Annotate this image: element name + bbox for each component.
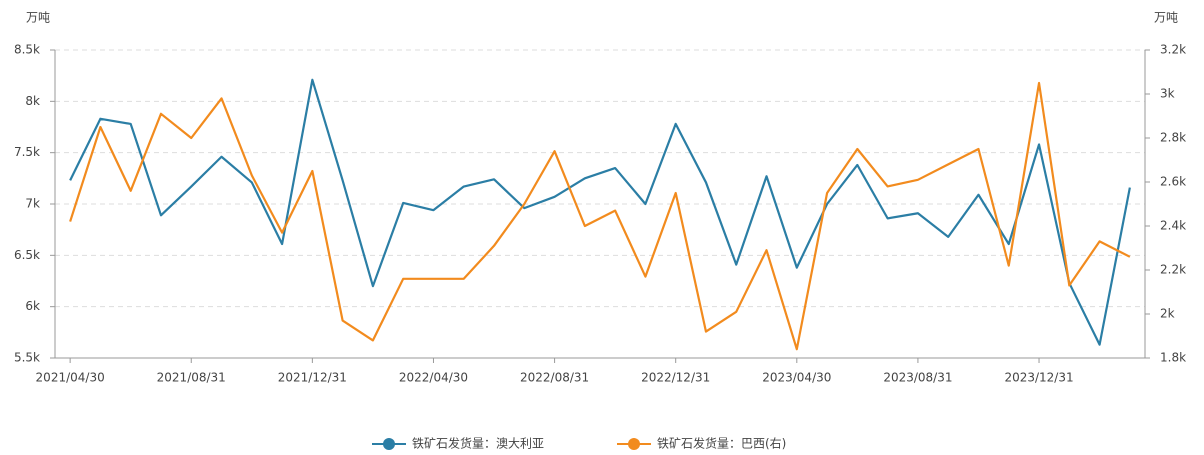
y-tick-label: 5.5k (14, 351, 40, 365)
y-tick-label: 8.5k (14, 43, 40, 57)
legend-marker (628, 438, 640, 450)
x-tick-label: 2023/04/30 (762, 371, 831, 385)
legend-label: 铁矿石发货量：澳大利亚 (412, 436, 544, 451)
series-line (69, 78, 1131, 346)
y2-unit: 万吨 (1154, 11, 1178, 25)
legend-marker (383, 438, 395, 450)
legend-label: 铁矿石发货量：巴西(右) (657, 436, 786, 451)
x-tick-label: 2022/04/30 (399, 371, 468, 385)
x-tick-label: 2021/04/30 (36, 371, 105, 385)
y2-tick-label: 1.8k (1160, 351, 1186, 365)
y-tick-label: 7.5k (14, 145, 40, 159)
y-tick-label: 6k (25, 299, 40, 313)
y2-tick-label: 2.4k (1160, 219, 1186, 233)
y-tick-label: 7k (25, 197, 40, 211)
x-tick-label: 2021/12/31 (278, 371, 347, 385)
y2-tick-label: 3.2k (1160, 43, 1186, 57)
x-tick-label: 2022/12/31 (641, 371, 710, 385)
y-unit: 万吨 (26, 11, 50, 25)
y-tick-label: 8k (25, 94, 40, 108)
x-tick-label: 2022/08/31 (520, 371, 589, 385)
y2-tick-label: 2k (1160, 307, 1175, 321)
y-tick-label: 6.5k (14, 248, 40, 262)
y2-tick-label: 2.8k (1160, 131, 1186, 145)
x-tick-label: 2021/08/31 (157, 371, 226, 385)
x-tick-label: 2023/12/31 (1004, 371, 1073, 385)
y2-tick-label: 2.6k (1160, 175, 1186, 189)
y2-tick-label: 2.2k (1160, 263, 1186, 277)
series-line (69, 81, 1131, 351)
y2-tick-label: 3k (1160, 87, 1175, 101)
x-tick-label: 2023/08/31 (883, 371, 952, 385)
